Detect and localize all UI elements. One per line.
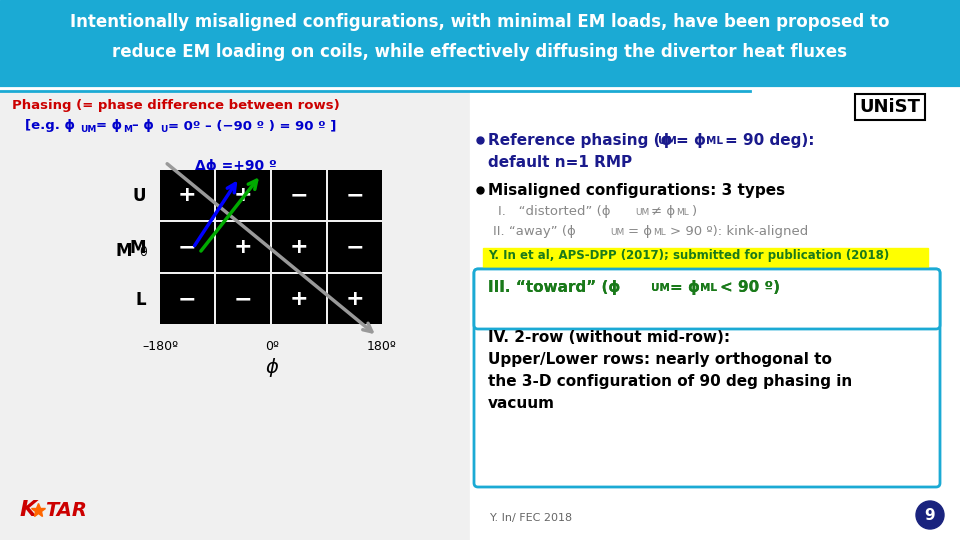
- Text: III. “toward” (ϕ: III. “toward” (ϕ: [488, 280, 620, 295]
- Text: ): ): [692, 205, 697, 218]
- FancyBboxPatch shape: [474, 269, 940, 329]
- Text: ML: ML: [700, 283, 717, 293]
- Text: = ϕ: = ϕ: [670, 280, 700, 295]
- Text: III. “toward” (ϕ: III. “toward” (ϕ: [488, 280, 620, 295]
- FancyBboxPatch shape: [474, 269, 940, 487]
- Text: 9: 9: [924, 508, 935, 523]
- Text: UM: UM: [80, 125, 96, 134]
- Bar: [160, 170, 214, 220]
- Text: = ϕ: = ϕ: [676, 133, 706, 148]
- Text: < 90 º): < 90 º): [720, 280, 780, 295]
- Text: −: −: [290, 185, 308, 205]
- Bar: [328, 170, 382, 220]
- Text: UM: UM: [651, 283, 670, 293]
- Bar: [470, 91, 960, 540]
- Text: = ϕ: = ϕ: [96, 119, 122, 132]
- Text: –180º: –180º: [142, 340, 178, 353]
- Text: > 90 º): kink-aligned: > 90 º): kink-aligned: [670, 225, 808, 238]
- Text: M: M: [123, 125, 132, 134]
- Text: +: +: [290, 237, 308, 257]
- Text: I.   “distorted” (ϕ: I. “distorted” (ϕ: [498, 205, 611, 218]
- Text: M: M: [130, 239, 146, 257]
- Bar: [160, 274, 214, 324]
- Text: Misaligned configurations: 3 types: Misaligned configurations: 3 types: [488, 183, 785, 198]
- Bar: [328, 222, 382, 272]
- Text: +: +: [233, 185, 252, 205]
- Bar: [820, 88, 960, 126]
- Text: IV. 2-row (without mid-row):: IV. 2-row (without mid-row):: [488, 330, 731, 345]
- Text: – ϕ: – ϕ: [132, 119, 154, 132]
- Text: < 90 º): < 90 º): [720, 280, 780, 295]
- Text: −: −: [178, 289, 196, 309]
- Text: UM: UM: [635, 208, 649, 217]
- Text: UM: UM: [651, 283, 670, 293]
- Text: TAR: TAR: [45, 501, 86, 519]
- Text: UM: UM: [658, 136, 677, 146]
- Text: −: −: [346, 185, 364, 205]
- Bar: [328, 274, 382, 324]
- Circle shape: [916, 501, 944, 529]
- Bar: [483, 248, 928, 267]
- Text: II. “away” (ϕ: II. “away” (ϕ: [493, 225, 576, 238]
- Text: +: +: [233, 237, 252, 257]
- Text: −: −: [178, 237, 196, 257]
- Text: L: L: [135, 291, 146, 309]
- Text: ML: ML: [700, 283, 717, 293]
- Text: 0º: 0º: [265, 340, 279, 353]
- Text: −: −: [233, 289, 252, 309]
- Text: = ϕ: = ϕ: [670, 280, 700, 295]
- Text: −: −: [346, 237, 364, 257]
- Text: +: +: [178, 185, 196, 205]
- Text: +: +: [290, 289, 308, 309]
- Bar: [272, 222, 326, 272]
- Text: = 0º – (−90 º ) = 90 º ]: = 0º – (−90 º ) = 90 º ]: [168, 119, 336, 132]
- Text: vacuum: vacuum: [488, 396, 555, 411]
- Text: Reference phasing (ϕ: Reference phasing (ϕ: [488, 133, 673, 148]
- Bar: [216, 222, 270, 272]
- Text: = ϕ: = ϕ: [628, 225, 652, 238]
- Text: ≠ ϕ: ≠ ϕ: [651, 205, 675, 218]
- Text: UNiST: UNiST: [859, 98, 921, 116]
- Text: = 90 deg):: = 90 deg):: [725, 133, 814, 148]
- Text: U: U: [160, 125, 167, 134]
- Bar: [272, 274, 326, 324]
- Bar: [272, 170, 326, 220]
- Text: Y. In et al, APS-DPP (2017); submitted for publication (2018): Y. In et al, APS-DPP (2017); submitted f…: [488, 249, 889, 262]
- Text: Intentionally misaligned configurations, with minimal EM loads, have been propos: Intentionally misaligned configurations,…: [70, 13, 890, 31]
- Text: θ: θ: [139, 246, 147, 260]
- Text: Y. In/ FEC 2018: Y. In/ FEC 2018: [490, 513, 572, 523]
- Text: Δϕ =+90 º: Δϕ =+90 º: [195, 159, 276, 173]
- Bar: [216, 170, 270, 220]
- Text: U: U: [132, 187, 146, 205]
- Text: the 3-D configuration of 90 deg phasing in: the 3-D configuration of 90 deg phasing …: [488, 374, 852, 389]
- Text: M: M: [115, 242, 132, 260]
- Text: ϕ: ϕ: [266, 358, 278, 377]
- Text: [e.g. ϕ: [e.g. ϕ: [25, 119, 75, 132]
- Text: 180º: 180º: [367, 340, 396, 353]
- Text: ML: ML: [706, 136, 723, 146]
- Bar: [0, 91, 470, 540]
- Text: ML: ML: [676, 208, 688, 217]
- Text: reduce EM loading on coils, while effectively diffusing the divertor heat fluxes: reduce EM loading on coils, while effect…: [112, 43, 848, 61]
- Text: default n=1 RMP: default n=1 RMP: [488, 155, 632, 170]
- Text: +: +: [346, 289, 364, 309]
- Bar: [216, 274, 270, 324]
- Text: ML: ML: [653, 228, 665, 237]
- Bar: [0, 0, 960, 88]
- Text: Phasing (= phase difference between rows): Phasing (= phase difference between rows…: [12, 99, 340, 112]
- Text: K: K: [20, 500, 37, 520]
- Bar: [160, 222, 214, 272]
- Text: Upper/Lower rows: nearly orthogonal to: Upper/Lower rows: nearly orthogonal to: [488, 352, 832, 367]
- Text: UM: UM: [610, 228, 624, 237]
